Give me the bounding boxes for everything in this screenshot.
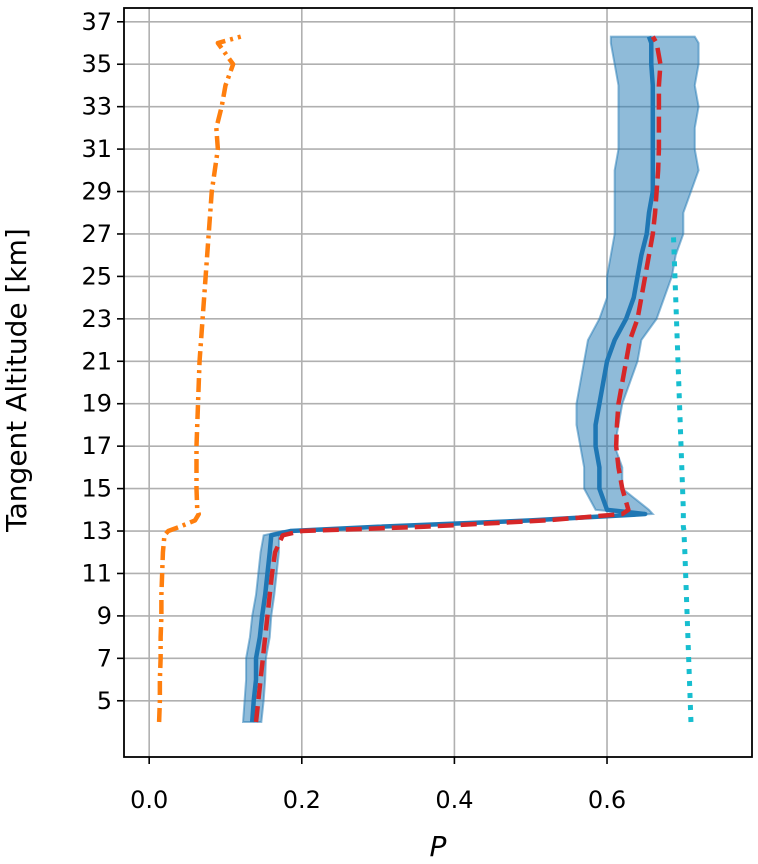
y-tick-label: 27: [81, 220, 112, 248]
data-line: [670, 233, 694, 723]
x-tick-label: 0.0: [130, 786, 168, 814]
plot-frame: [123, 7, 753, 758]
y-tick-label: 7: [97, 644, 112, 672]
x-tick-label: 0.6: [588, 786, 626, 814]
y-tick-label: 37: [81, 8, 112, 36]
y-tick-label: 5: [97, 687, 112, 715]
x-tick-label: 0.4: [435, 786, 473, 814]
y-tick-label: 29: [81, 178, 112, 206]
x-tick-label: 0.2: [283, 786, 321, 814]
y-tick-label: 17: [81, 432, 112, 460]
y-tick-label: 9: [97, 602, 112, 630]
data-line: [253, 35, 663, 723]
data-line: [156, 34, 242, 723]
uncertainty-band: [241, 35, 700, 723]
y-axis-label: Tangent Altitude [km]: [0, 228, 33, 533]
y-tick-label: 33: [81, 93, 112, 121]
y-tick-label: 23: [81, 305, 112, 333]
y-tick-label: 31: [81, 135, 112, 163]
x-axis-label: P: [430, 830, 447, 863]
y-tick-label: 25: [81, 262, 112, 290]
y-tick-label: 21: [81, 347, 112, 375]
data-line: [249, 35, 656, 723]
y-tick-label: 35: [81, 50, 112, 78]
y-tick-label: 15: [81, 475, 112, 503]
y-tick-label: 19: [81, 390, 112, 418]
y-tick-label: 13: [81, 517, 112, 545]
y-tick-label: 11: [81, 559, 112, 587]
